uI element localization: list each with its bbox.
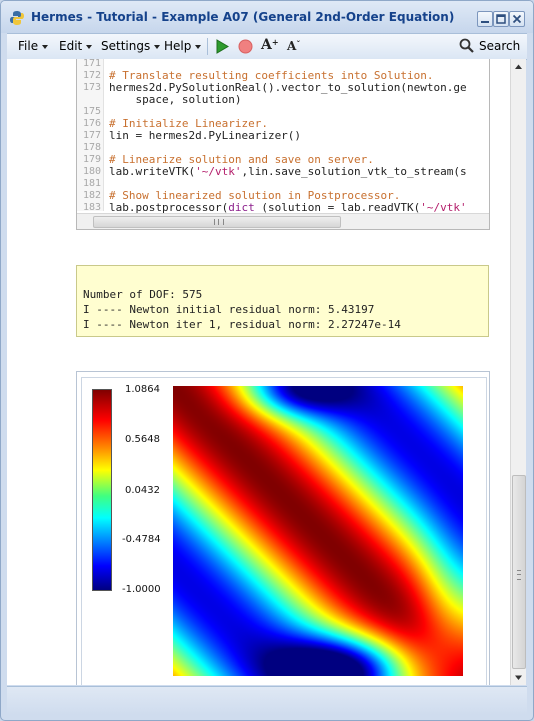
code-line: # Show linearized solution in Postproces…	[109, 189, 401, 202]
chevron-down-icon	[42, 44, 49, 49]
horizontal-scroll-thumb[interactable]	[93, 216, 341, 228]
stop-icon[interactable]	[238, 39, 253, 54]
status-bar	[7, 686, 527, 715]
search-label: Search	[479, 39, 521, 53]
code-line: lab.postprocessor(dict (solution = lab.r…	[109, 201, 467, 214]
line-number: 178	[82, 142, 101, 153]
solution-heatmap	[173, 386, 463, 676]
minimize-button[interactable]	[477, 11, 493, 27]
line-number: 181	[82, 178, 101, 189]
grip-icon	[517, 570, 521, 580]
line-number: 177	[82, 130, 101, 141]
line-number: 176	[82, 118, 101, 129]
minimize-icon	[481, 21, 489, 23]
colorbar-label-max: 1.0864	[125, 384, 160, 395]
code-line: lab.writeVTK('~/vtk',lin.save_solution_v…	[109, 165, 467, 178]
vertical-scrollbar[interactable]	[510, 59, 526, 685]
line-number: 173	[82, 82, 101, 93]
colorbar-label: 0.5648	[125, 434, 160, 445]
line-number: 172	[82, 70, 101, 81]
chevron-down-icon	[154, 44, 161, 49]
menu-bar: File Edit Settings Help A+ Aˇ Search	[7, 33, 527, 60]
menu-edit[interactable]: Edit	[59, 39, 93, 53]
colorbar	[92, 389, 112, 591]
output-cell: Number of DOF: 575 I ---- Newton initial…	[76, 265, 489, 337]
line-number: 182	[82, 190, 101, 201]
line-number: 171	[82, 59, 101, 69]
code-line: # Linearize solution and save on server.	[109, 153, 374, 166]
code-line: hermes2d.PySolutionReal().vector_to_solu…	[109, 81, 467, 94]
vertical-scroll-thumb[interactable]	[512, 475, 526, 669]
menu-file[interactable]: File	[18, 39, 49, 53]
menu-edit-label: Edit	[59, 39, 83, 53]
code-line: # Initialize Linearizer.	[109, 117, 268, 130]
line-number	[77, 94, 101, 106]
output-line: I ---- Newton initial residual norm: 5.4…	[83, 303, 375, 316]
chevron-down-icon	[195, 44, 202, 49]
chevron-down-icon	[86, 44, 93, 49]
colorbar-label: -0.4784	[122, 534, 161, 545]
output-line: Number of DOF: 575	[83, 288, 203, 301]
code-line: space, solution)	[109, 93, 242, 106]
window-title: Hermes - Tutorial - Example A07 (General…	[31, 10, 455, 24]
maximize-button[interactable]	[493, 11, 509, 27]
line-number: 175	[82, 106, 101, 117]
python-logo-icon	[10, 11, 24, 25]
run-icon[interactable]	[214, 38, 230, 55]
title-bar[interactable]: Hermes - Tutorial - Example A07 (General…	[1, 1, 533, 33]
colorbar-label: 0.0432	[125, 485, 160, 496]
colorbar-label-min: -1.0000	[122, 584, 161, 595]
code-editor[interactable]: 171 172 # Translate resulting coefficients…	[76, 59, 490, 230]
font-increase-icon[interactable]: A+	[261, 37, 279, 53]
code-horizontal-scrollbar[interactable]	[77, 213, 489, 229]
chevron-down-icon	[515, 675, 522, 680]
font-decrease-icon[interactable]: Aˇ	[287, 39, 301, 53]
search-icon	[459, 38, 474, 53]
line-number: 179	[82, 154, 101, 165]
output-line: I ---- Newton iter 1, residual norm: 2.2…	[83, 318, 401, 331]
chevron-up-icon	[515, 64, 522, 69]
line-number: 180	[82, 166, 101, 177]
menu-help-label: Help	[164, 39, 192, 53]
close-button[interactable]	[509, 11, 525, 27]
scroll-up-button[interactable]	[511, 59, 526, 74]
menu-settings[interactable]: Settings	[101, 39, 161, 53]
close-icon	[512, 14, 522, 24]
menu-settings-label: Settings	[101, 39, 151, 53]
menu-file-label: File	[18, 39, 39, 53]
code-line: lin = hermes2d.PyLinearizer()	[109, 129, 302, 142]
maximize-icon	[496, 14, 506, 24]
menu-help[interactable]: Help	[164, 39, 202, 53]
scroll-down-button[interactable]	[511, 670, 526, 685]
line-gutter	[77, 59, 104, 211]
line-number: 183	[82, 202, 101, 213]
code-line: # Translate resulting coefficients into …	[109, 69, 434, 82]
menu-separator	[207, 38, 208, 55]
grip-icon	[214, 219, 224, 225]
